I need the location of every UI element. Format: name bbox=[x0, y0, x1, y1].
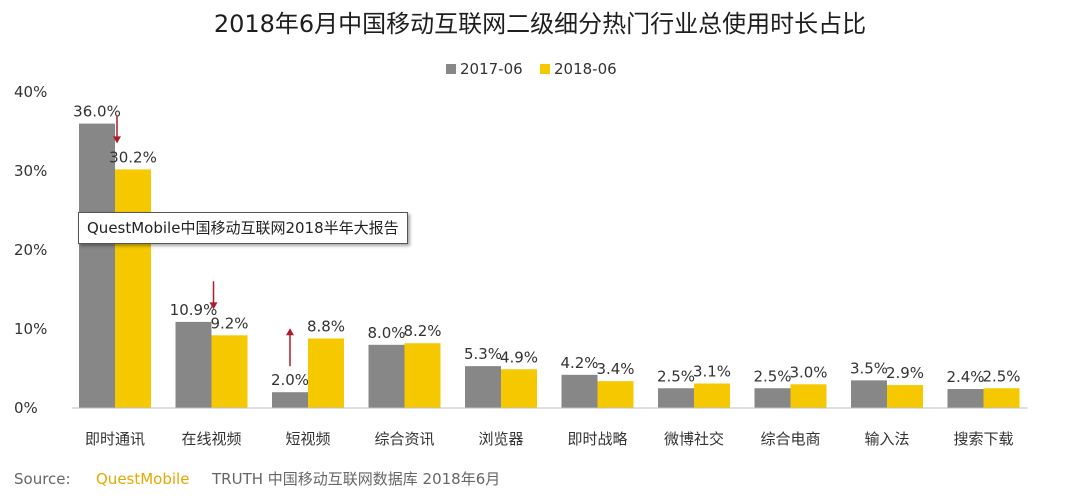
x-tick-label: 浏览器 bbox=[478, 430, 523, 448]
legend-label-2017-06: 2017-06 bbox=[460, 60, 523, 78]
data-label: 2.0% bbox=[271, 371, 309, 389]
data-label: 8.0% bbox=[367, 324, 405, 342]
x-tick-label: 即时通讯 bbox=[85, 430, 145, 448]
bar-2017-06 bbox=[947, 389, 984, 408]
data-label: 30.2% bbox=[109, 148, 157, 166]
x-tick-label: 即时战略 bbox=[567, 430, 627, 448]
data-label: 4.9% bbox=[500, 348, 538, 366]
bar-2018-06 bbox=[115, 169, 151, 408]
data-label: 3.4% bbox=[596, 360, 634, 378]
bar-2018-06 bbox=[983, 388, 1020, 408]
legend-swatch-2017-06 bbox=[446, 64, 456, 74]
bar-2018-06 bbox=[501, 369, 537, 408]
source-rest: TRUTH 中国移动互联网数据库 2018年6月 bbox=[211, 470, 500, 488]
bar-2017-06 bbox=[175, 321, 212, 408]
trend-arrow-down bbox=[113, 115, 121, 144]
trend-arrow-up bbox=[286, 328, 294, 367]
bar-2018-06 bbox=[404, 343, 441, 408]
bar-2018-06 bbox=[694, 383, 730, 408]
data-label: 3.0% bbox=[789, 363, 827, 381]
data-label: 9.2% bbox=[210, 314, 248, 332]
x-tick-label: 短视频 bbox=[285, 430, 330, 448]
bars-group: 36.0%30.2%10.9%9.2%2.0%8.8% 8.0%8.2%5.3%4… bbox=[72, 103, 1028, 409]
bar-2017-06 bbox=[561, 374, 598, 408]
trend-arrow-down bbox=[209, 281, 218, 310]
source-brand: QuestMobile bbox=[96, 470, 189, 488]
x-tick-label: 输入法 bbox=[864, 430, 909, 448]
y-tick-label: 20% bbox=[14, 241, 47, 259]
bar-2018-06 bbox=[887, 385, 923, 408]
legend-label-2018-06: 2018-06 bbox=[554, 60, 617, 78]
trend-arrows bbox=[113, 115, 294, 367]
legend: 2017-06 2018-06 bbox=[446, 60, 617, 78]
data-label: 2.4% bbox=[946, 368, 984, 386]
bar-2018-06 bbox=[790, 384, 827, 408]
legend-swatch-2018-06 bbox=[540, 64, 550, 74]
data-label: 4.2% bbox=[560, 354, 598, 372]
y-tick-label: 30% bbox=[14, 162, 47, 180]
data-label: 10.9% bbox=[170, 301, 218, 319]
x-tick-label: 综合电商 bbox=[760, 430, 820, 448]
data-label: 5.3% bbox=[464, 345, 502, 363]
bar-2018-06 bbox=[597, 381, 634, 408]
bar-2017-06 bbox=[658, 388, 694, 408]
x-tick-label: 综合资讯 bbox=[374, 430, 434, 448]
bar-2018-06 bbox=[211, 335, 248, 408]
y-tick-label: 10% bbox=[14, 320, 47, 338]
chart-title: 2018年6月中国移动互联网二级细分热门行业总使用时长占比 bbox=[214, 10, 866, 38]
bar-2017-06 bbox=[79, 123, 115, 408]
data-label: 8.8% bbox=[307, 317, 345, 335]
data-label: 3.5% bbox=[850, 359, 888, 377]
y-tick-label: 40% bbox=[14, 83, 47, 101]
x-tick-label: 在线视频 bbox=[181, 430, 241, 448]
watermark-label: QuestMobile中国移动互联网2018半年大报告 bbox=[78, 212, 408, 244]
bar-2018-06 bbox=[308, 338, 344, 408]
bar-2017-06 bbox=[851, 380, 887, 408]
data-label: 8.2% bbox=[403, 322, 441, 340]
bar-2017-06 bbox=[272, 392, 308, 408]
data-label: 2.5% bbox=[982, 367, 1020, 385]
data-label: 2.5% bbox=[657, 367, 695, 385]
bar-2017-06 bbox=[754, 388, 791, 408]
bar-2017-06 bbox=[368, 344, 405, 408]
data-label: 2.5% bbox=[753, 367, 791, 385]
x-axis-labels: 即时通讯 在线视频 短视频 综合资讯 浏览器 即时战略 微博社交 综合电商 输入法 搜索下载 bbox=[85, 430, 1014, 448]
x-tick-label: 搜索下载 bbox=[953, 430, 1013, 448]
source-label: Source: bbox=[14, 470, 71, 488]
y-tick-label: 0% bbox=[14, 399, 38, 417]
source-line: Source: QuestMobile TRUTH 中国移动互联网数据库 201… bbox=[14, 470, 500, 488]
data-label: 36.0% bbox=[73, 103, 121, 121]
data-label: 3.1% bbox=[693, 363, 731, 381]
y-axis: 0% 10% 20% 30% 40% bbox=[14, 83, 47, 417]
bar-2017-06 bbox=[465, 366, 501, 408]
x-tick-label: 微博社交 bbox=[664, 430, 724, 448]
data-label: 2.9% bbox=[886, 364, 924, 382]
